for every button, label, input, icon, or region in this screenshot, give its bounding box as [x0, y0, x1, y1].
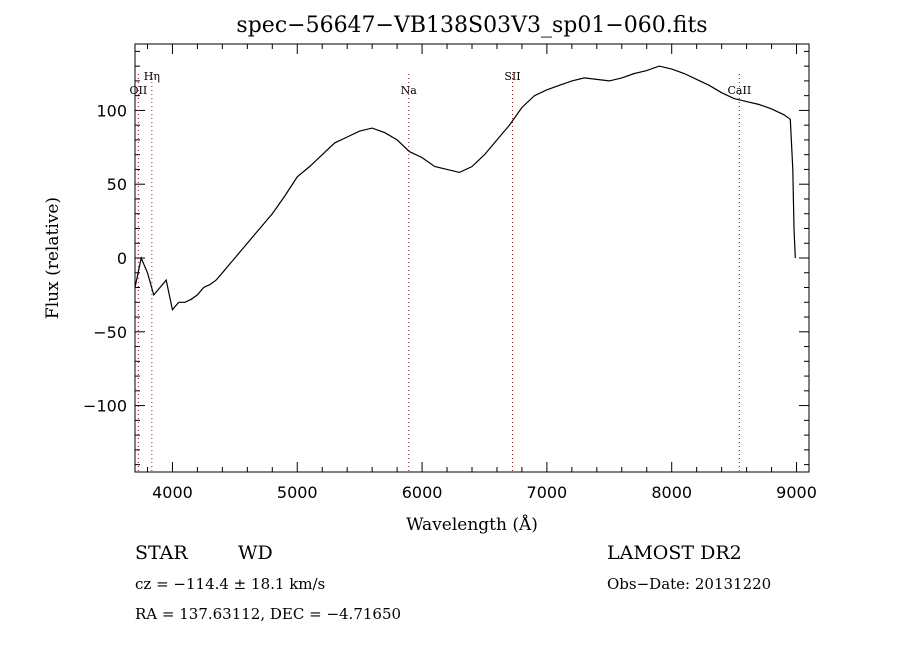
- y-axis: −100 −50 0 50 100: [83, 50, 809, 466]
- spectrum-line: [134, 65, 796, 312]
- x-axis: 4000 5000 6000 7000 8000 9000: [146, 44, 817, 502]
- x-tick-label: 7000: [527, 483, 568, 502]
- survey-name: LAMOST DR2: [607, 542, 742, 564]
- object-class: STAR: [135, 542, 188, 564]
- y-tick-label: −100: [83, 397, 127, 416]
- object-subclass: WD: [238, 542, 273, 564]
- x-tick-label: 4000: [152, 483, 193, 502]
- x-axis-label: Wavelength (Å): [406, 514, 538, 535]
- x-tick-label: 5000: [277, 483, 318, 502]
- x-tick-label: 8000: [651, 483, 692, 502]
- ra-dec-readout: RA = 137.63112, DEC = −4.71650: [135, 605, 401, 623]
- line-marker-label-3: SII: [504, 70, 520, 83]
- spectrum-series: [134, 65, 796, 312]
- y-axis-label: Flux (relative): [43, 197, 63, 319]
- x-tick-label: 6000: [402, 483, 443, 502]
- y-tick-label: 0: [117, 249, 127, 268]
- chart-title: spec−56647−VB138S03V3_sp01−060.fits: [236, 13, 707, 38]
- y-tick-label: 50: [107, 175, 127, 194]
- plot-frame: [134, 43, 810, 473]
- x-tick-label: 9000: [776, 483, 817, 502]
- line-marker-label-2: Na: [401, 84, 418, 97]
- line-marker-label-1: Hη: [144, 70, 160, 83]
- line-marker-label-4: CaII: [728, 84, 752, 97]
- y-tick-label: −50: [93, 323, 127, 342]
- obs-date: Obs−Date: 20131220: [607, 575, 771, 593]
- y-tick-label: 100: [96, 101, 127, 120]
- line-marker-label-0: OII: [130, 84, 148, 97]
- cz-readout: cz = −114.4 ± 18.1 km/s: [135, 575, 325, 593]
